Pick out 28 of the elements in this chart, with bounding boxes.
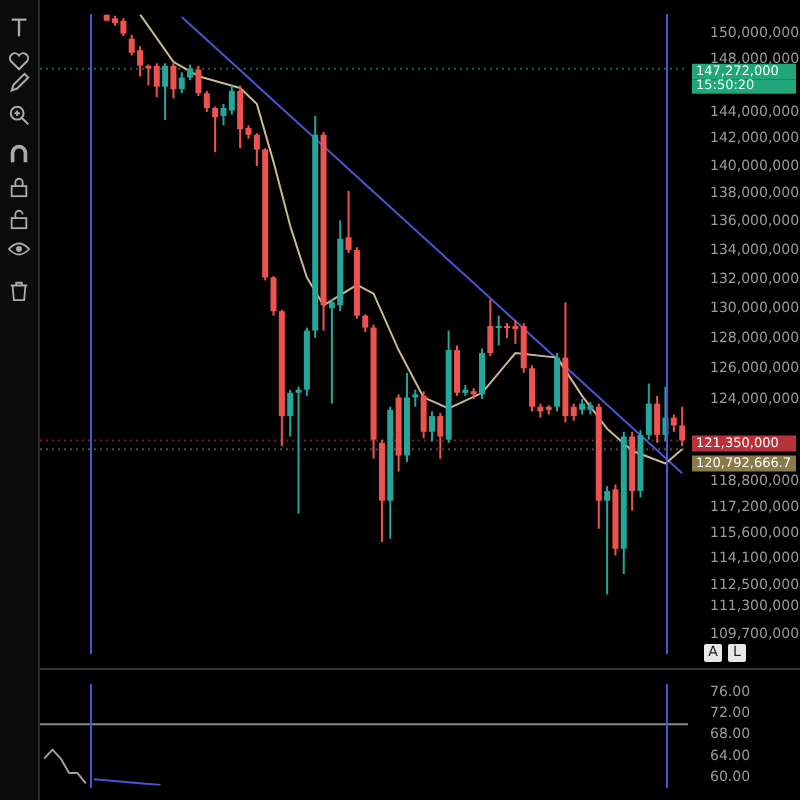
candlestick [520,322,527,374]
candlestick [203,89,210,113]
candlestick [270,275,277,317]
candlestick [437,411,444,460]
candlestick [178,71,185,95]
candlestick [195,64,202,97]
candlestick [228,84,235,116]
candlestick [529,364,536,413]
candlestick [287,388,294,438]
candlestick [654,394,661,444]
candlestick [295,385,302,515]
candlestick [495,314,502,347]
candlestick [212,105,219,154]
candlestick [170,62,177,100]
candlestick [137,45,144,78]
candlestick [645,382,652,441]
candlestick [428,410,435,443]
candlestick [679,405,686,448]
candlestick [153,62,160,99]
candlestick [420,390,427,440]
candlestick [162,62,169,121]
candlestick [253,132,260,167]
candlestick [345,189,352,254]
candlestick [487,298,494,358]
candlestick [479,347,486,400]
candlestick [237,84,244,150]
candlestick [604,485,611,596]
candlestick [453,344,460,397]
